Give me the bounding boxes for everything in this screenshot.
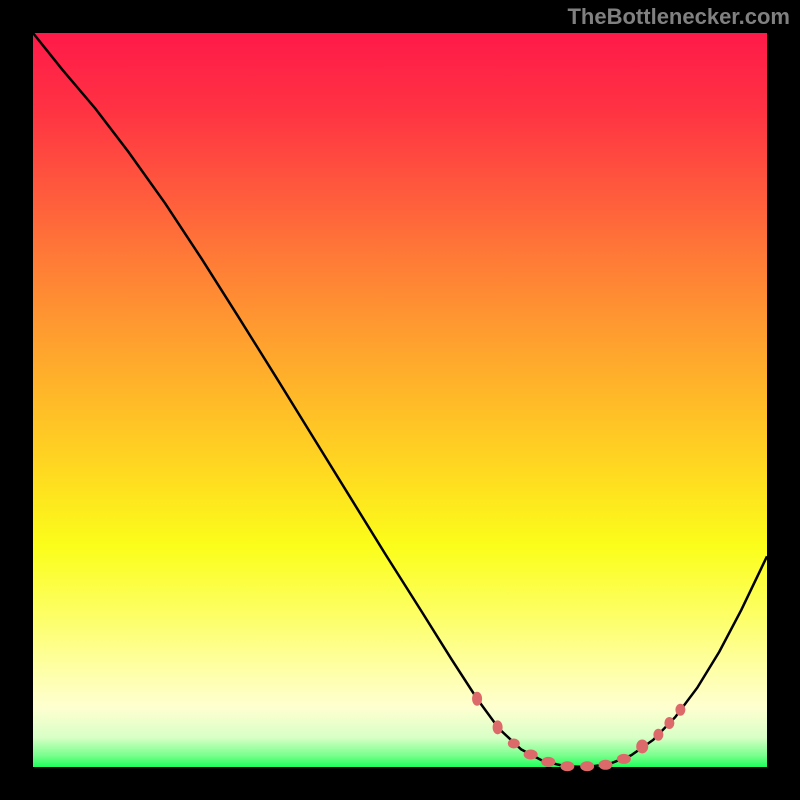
curve-marker [580, 761, 594, 771]
curve-marker [524, 750, 538, 760]
curve-marker [599, 760, 613, 770]
curve-marker [493, 720, 503, 734]
chart-container: TheBottlenecker.com [0, 0, 800, 800]
curve-marker [653, 729, 663, 741]
curve-marker [636, 739, 648, 753]
curve-marker [664, 717, 674, 729]
curve-marker [472, 692, 482, 706]
bottleneck-chart [0, 0, 800, 800]
curve-marker [560, 761, 574, 771]
curve-marker [675, 704, 685, 716]
curve-marker [541, 757, 555, 767]
gradient-background [33, 33, 767, 767]
curve-marker [617, 754, 631, 764]
watermark-text: TheBottlenecker.com [567, 4, 790, 30]
curve-marker [508, 739, 520, 749]
